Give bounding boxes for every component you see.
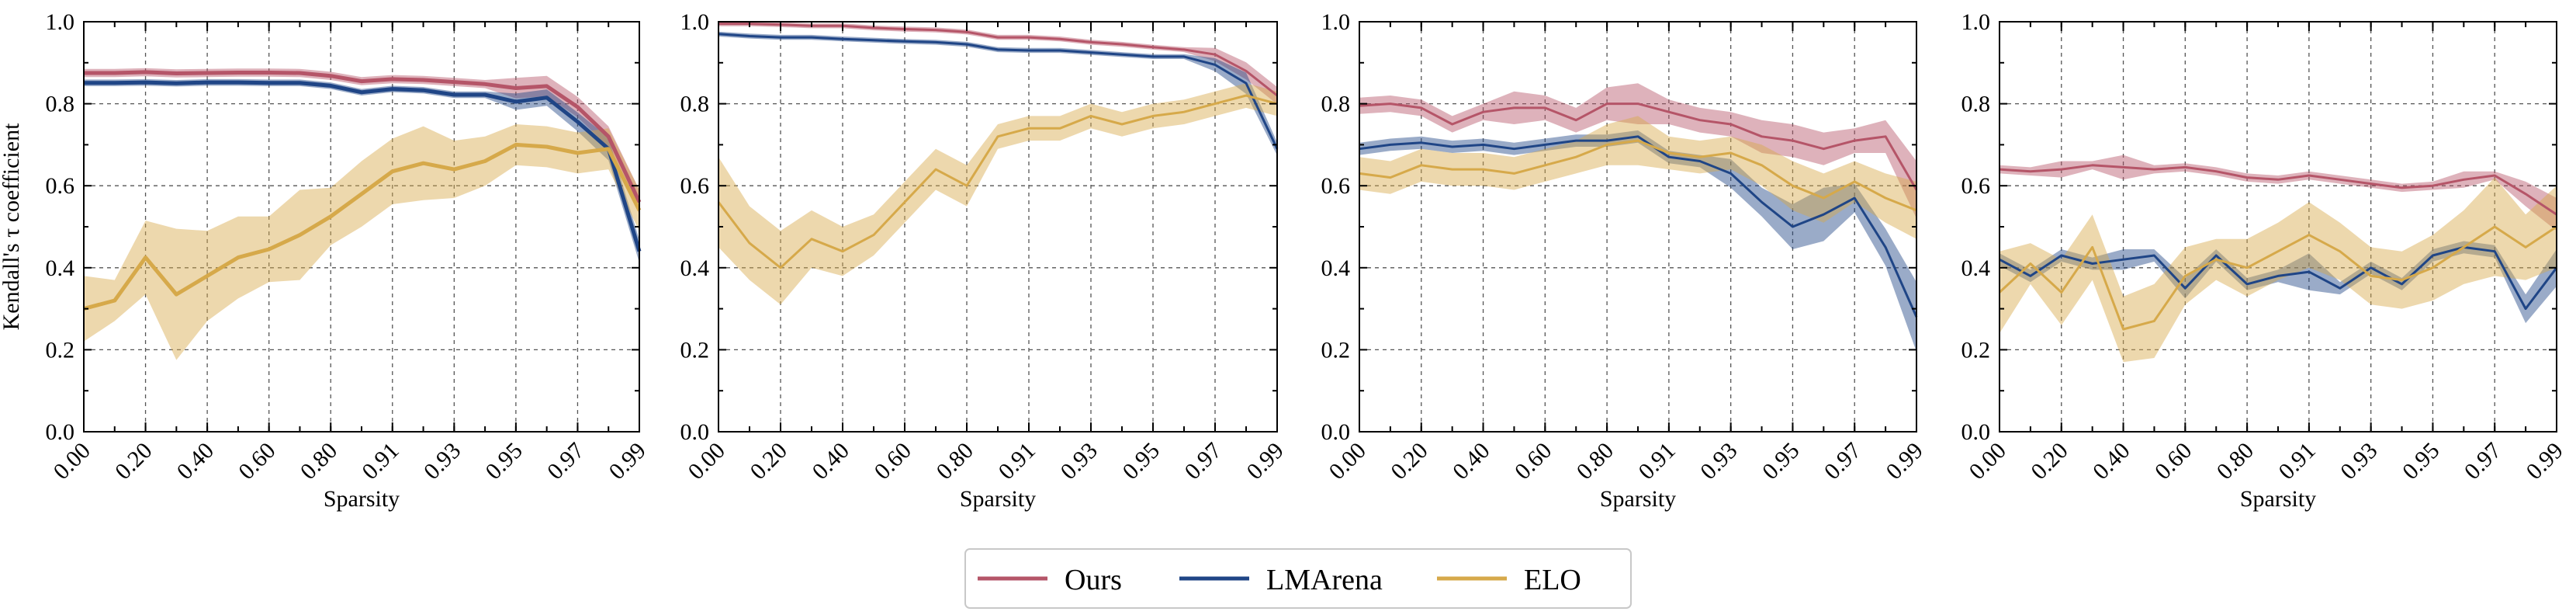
x-tick-label: 0.99: [2521, 438, 2567, 485]
x-tick-label: 0.40: [1448, 438, 1494, 485]
chart-panel-2: 0.00.20.40.60.81.00.00 0.20 0.40 0.60 0.80 0.…: [680, 9, 1289, 512]
x-tick-label: 0.99: [1241, 438, 1288, 485]
x-tick-label: 0.93: [1695, 438, 1742, 485]
x-tick-label: 0.95: [1117, 438, 1164, 485]
x-tick-label: 0.93: [1055, 438, 1102, 485]
y-tick-label: 0.6: [1961, 173, 1991, 199]
x-tick-label: 0.99: [1881, 438, 1927, 485]
y-tick-label: 0.4: [1961, 255, 1991, 281]
x-tick-label: 0.20: [2026, 438, 2072, 485]
x-tick-label: 0.60: [869, 438, 916, 485]
x-tick-label: 0.40: [807, 438, 853, 485]
x-axis-title: Sparsity: [1600, 486, 1676, 512]
x-tick-label: 0.91: [357, 438, 403, 485]
y-tick-label: 0.0: [46, 419, 75, 445]
y-tick-label: 1.0: [1321, 9, 1351, 35]
x-tick-label: 0.80: [296, 438, 342, 485]
x-tick-label: 0.80: [2212, 438, 2259, 485]
band-ours: [2000, 155, 2557, 231]
x-tick-label: 0.99: [604, 438, 650, 485]
y-tick-label: 0.2: [46, 337, 75, 363]
y-tick-label: 0.0: [1321, 419, 1351, 445]
y-tick-label: 0.6: [46, 173, 75, 199]
x-tick-label: 0.97: [2460, 438, 2506, 485]
x-tick-label: 0.91: [1633, 438, 1680, 485]
x-tick-label: 0.20: [1386, 438, 1432, 485]
y-tick-label: 0.2: [1961, 337, 1991, 363]
legend: Ours LMArena ELO: [964, 548, 1632, 609]
band-elo: [2000, 177, 2557, 363]
band-elo: [84, 124, 639, 360]
legend-label-ours: Ours: [1065, 564, 1122, 596]
legend-label-lmarena: LMArena: [1266, 564, 1383, 596]
x-tick-label: 0.60: [234, 438, 280, 485]
y-tick-label: 0.8: [46, 92, 75, 117]
x-tick-label: 0.97: [1179, 438, 1226, 485]
chart-panel-1: 0.00.20.40.60.81.00.00 0.20 0.40 0.60 0.80 0.…: [0, 9, 651, 512]
band-lmarena: [2000, 241, 2557, 324]
x-tick-label: 0.93: [419, 438, 466, 485]
x-axis-title: Sparsity: [960, 486, 1036, 512]
x-tick-label: 0.60: [1510, 438, 1556, 485]
x-axis-title: Sparsity: [324, 486, 400, 512]
band-lmarena: [1359, 130, 1916, 352]
x-tick-label: 0.60: [2150, 438, 2197, 485]
y-tick-label: 0.8: [1321, 92, 1351, 117]
chart-panel-4: 0.00.20.40.60.81.00.00 0.20 0.40 0.60 0.80 0.…: [1961, 9, 2568, 512]
band-ours: [1359, 83, 1916, 219]
y-tick-label: 0.0: [680, 419, 710, 445]
x-tick-label: 0.80: [931, 438, 978, 485]
y-tick-label: 0.4: [46, 255, 75, 281]
legend-label-elo: ELO: [1524, 564, 1581, 596]
band-ours: [718, 22, 1277, 105]
x-tick-label: 0.20: [745, 438, 791, 485]
x-tick-label: 0.95: [480, 438, 527, 485]
band-elo: [718, 83, 1277, 305]
y-tick-label: 0.0: [1961, 419, 1991, 445]
chart-panels: 0.00.20.40.60.81.00.00 0.20 0.40 0.60 0.80 0.…: [0, 9, 2568, 512]
x-tick-label: 0.95: [1757, 438, 1804, 485]
y-tick-label: 0.4: [1321, 255, 1351, 281]
y-tick-label: 0.6: [1321, 173, 1351, 199]
x-tick-label: 0.97: [1819, 438, 1866, 485]
x-axis-title: Sparsity: [2240, 486, 2316, 512]
y-axis-title: Kendall's τ coefficient: [0, 123, 24, 330]
x-tick-label: 0.80: [1572, 438, 1619, 485]
x-tick-label: 0.97: [542, 438, 589, 485]
y-tick-label: 1.0: [1961, 9, 1991, 35]
x-tick-label: 0.20: [110, 438, 157, 485]
y-tick-label: 0.4: [680, 255, 710, 281]
y-tick-label: 0.8: [680, 92, 710, 117]
x-tick-label: 0.91: [2273, 438, 2320, 485]
chart-panel-3: 0.00.20.40.60.81.00.00 0.20 0.40 0.60 0.80 0.…: [1321, 9, 1928, 512]
y-tick-label: 0.2: [680, 337, 710, 363]
x-tick-label: 0.93: [2335, 438, 2382, 485]
x-tick-label: 0.95: [2398, 438, 2444, 485]
y-tick-label: 1.0: [680, 9, 710, 35]
x-tick-label: 0.40: [172, 438, 219, 485]
y-tick-label: 0.6: [680, 173, 710, 199]
x-tick-label: 0.91: [993, 438, 1040, 485]
x-tick-label: 0.40: [2088, 438, 2135, 485]
y-tick-label: 0.2: [1321, 337, 1351, 363]
y-tick-label: 1.0: [46, 9, 75, 35]
legend-frame: [964, 548, 1632, 609]
y-tick-label: 0.8: [1961, 92, 1991, 117]
